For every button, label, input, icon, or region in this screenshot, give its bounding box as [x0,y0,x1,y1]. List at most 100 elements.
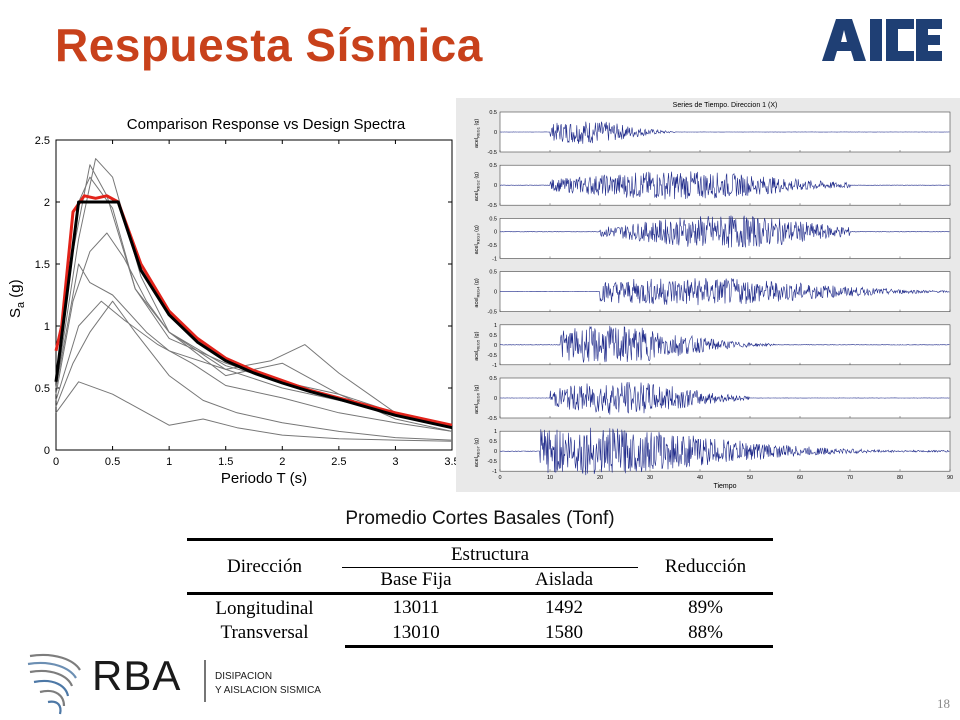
panel-y-tick-label: -0.5 [488,243,497,249]
panel-y-tick-label: 0.5 [489,216,497,222]
panel-y-tick-label: 0.5 [489,333,497,339]
acceleration-series-line [499,171,950,200]
panel-y-tick-label: 0.5 [489,110,497,116]
panel-y-tick-label: 0 [494,396,497,402]
panel-y-label: acelREG4 (g) [474,278,481,307]
panel-y-tick-label: 1 [494,429,497,435]
row-base-fija: 13011 [342,592,490,621]
timeseries-x-tick-label: 90 [947,475,953,481]
timeseries-x-tick-label: 20 [597,475,603,481]
spectrum-series-line [55,263,453,429]
y-tick-label: 1 [44,321,50,333]
panel-y-tick-label: 0.5 [489,270,497,276]
row-aislada: 1580 [490,621,638,648]
panel-y-tick-label: -1 [492,256,497,262]
panel-y-tick-label: -0.5 [488,203,497,209]
acceleration-series-line [500,325,950,363]
panel-y-tick-label: 0 [494,343,497,349]
acceleration-series-line [499,427,950,476]
acceleration-series-line [500,121,950,144]
y-tick-label: 0 [44,445,50,457]
spectrum-series-line [55,232,453,432]
timeseries-x-tick-label: 80 [897,475,903,481]
acceleration-series-line [500,277,950,306]
timeseries-x-tick-label: 30 [647,475,653,481]
acceleration-series-line [499,382,950,415]
timeseries-x-tick-label: 50 [747,475,753,481]
x-tick-label: 3.5 [444,456,458,468]
panel-y-tick-label: 1 [494,323,497,329]
x-tick-label: 3 [392,456,398,468]
panel-y-label: acelREG3 (g) [474,225,481,254]
panel-y-tick-label: -0.5 [488,353,497,359]
x-tick-label: 1.5 [218,456,233,468]
panel-y-tick-label: -0.5 [488,459,497,465]
x-tick-label: 0.5 [105,456,120,468]
timeseries-x-tick-label: 0 [498,475,501,481]
panel-y-tick-label: 0 [494,449,497,455]
timeseries-x-axis-label: Tiempo [713,483,736,490]
timeseries-x-tick-label: 10 [547,475,553,481]
chart-title: Comparison Response vs Design Spectra [127,116,406,133]
table-caption: Promedio Cortes Basales (Tonf) [345,508,615,529]
row-base-fija: 13010 [342,621,490,648]
rba-brand: RBA [92,652,182,699]
x-tick-label: 1 [166,456,172,468]
y-tick-label: 0.5 [35,383,50,395]
header-direccion: Dirección [187,538,342,594]
page-number: 18 [937,696,950,711]
response-spectrum-chart: Comparison Response vs Design Spectra 0 0.… [7,116,458,487]
spectrum-series-line [55,381,453,442]
panel-y-label: acelREG2 (g) [474,172,481,201]
timeseries-x-tick-label: 70 [847,475,853,481]
spectrum-series-line [55,300,453,441]
header-aislada: Aislada [490,567,638,595]
header-base-fija: Base Fija [342,567,490,595]
rba-tagline-line2: Y AISLACION SISMICA [215,685,321,696]
panel-y-tick-label: 0 [494,130,497,136]
panel-y-tick-label: 0.5 [489,376,497,382]
panel-y-tick-label: -0.5 [488,416,497,422]
row-aislada: 1492 [490,592,638,621]
spectrum-series-line [55,164,453,426]
aice-logo [822,19,942,61]
basal-shear-table: Dirección Estructura Reducción Base Fija… [187,538,773,648]
y-tick-label: 2.5 [35,135,50,147]
timeseries-title: Series de Tiempo. Direccion 1 (X) [673,102,778,109]
panel-y-tick-label: 0 [494,230,497,236]
panel-y-tick-label: 0.5 [489,439,497,445]
panel-y-label: acelREG6 (g) [474,385,481,414]
header-estructura: Estructura [342,538,638,568]
panel-y-tick-label: -1 [492,363,497,369]
spectrum-series-line [55,300,453,432]
x-tick-label: 2.5 [331,456,346,468]
spectrum-series-line [54,200,453,430]
panel-y-label: acelREG1 (g) [474,119,481,148]
x-tick-label: 0 [53,456,59,468]
timeseries-x-tick-label: 60 [797,475,803,481]
panel-y-tick-label: -1 [492,469,497,475]
row-reduccion: 89% [638,592,773,621]
row-direction: Longitudinal [187,592,342,621]
row-reduccion: 88% [638,621,773,648]
panel-y-tick-label: -0.5 [488,150,497,156]
x-axis-label: Periodo T (s) [221,470,307,487]
y-tick-label: 1.5 [35,259,50,271]
plot-frame [55,139,453,451]
panel-y-tick-label: 0.5 [489,163,497,169]
x-tick-label: 2 [279,456,285,468]
panel-y-label: acelREG5 (g) [474,331,481,360]
rba-tagline: DISIPACION Y AISLACION SISMICA [215,670,321,698]
panel-y-tick-label: -0.5 [488,310,497,316]
slide-title: Respuesta Sísmica [55,19,483,71]
time-series-chart: Series de Tiempo. Direccion 1 (X) 0.5 0 -0.… [456,98,960,492]
y-axis-label: Sa (g) [7,279,27,318]
panel-y-tick-label: 0 [494,290,497,296]
panel-y-tick-label: 0 [494,183,497,189]
timeseries-x-tick-label: 40 [697,475,703,481]
rba-swirl-icon [27,653,206,715]
panel-y-label: acelREG7 (g) [474,438,481,467]
acceleration-series-line [499,215,950,248]
header-reduccion: Reducción [638,538,773,594]
rba-tagline-line1: DISIPACION [215,671,273,682]
